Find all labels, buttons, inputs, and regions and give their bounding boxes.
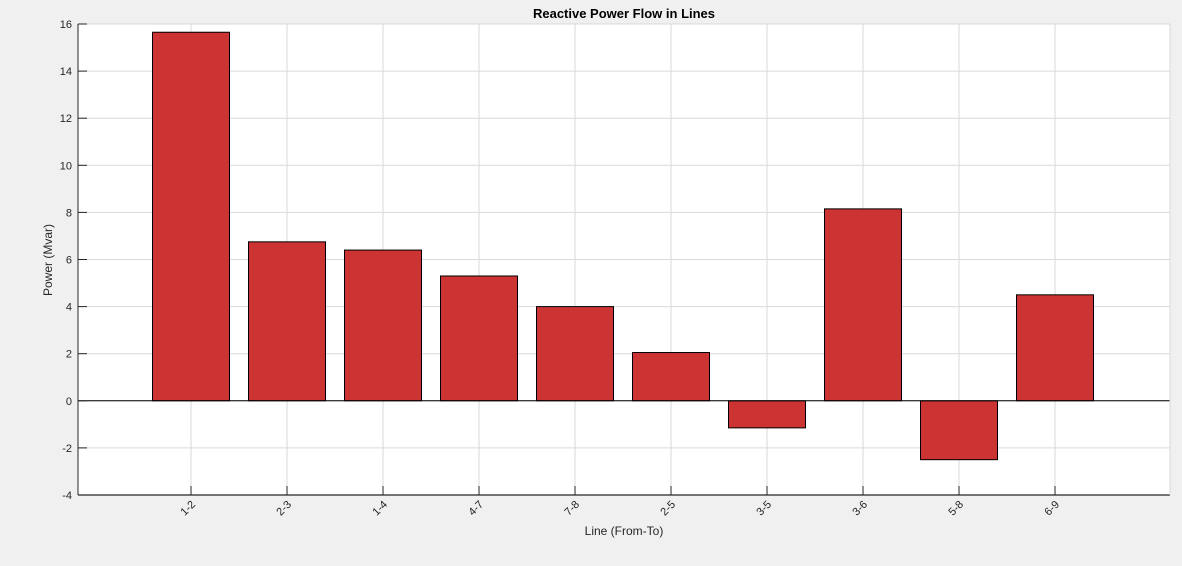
y-tick-label: 6 — [66, 255, 72, 267]
x-tick-label-3-6: 3-6 — [850, 499, 870, 519]
bar-7-8 — [536, 306, 614, 402]
y-tick-label: 2 — [66, 349, 72, 361]
y-tick-label: 8 — [66, 207, 72, 219]
y-tick-label: 0 — [66, 396, 72, 408]
bar-6-9 — [1016, 294, 1094, 402]
bar-1-2 — [152, 31, 230, 402]
y-tick-label: 16 — [60, 19, 72, 31]
y-tick-label: 4 — [66, 302, 72, 314]
x-tick-label-7-8: 7-8 — [562, 499, 582, 519]
bar-3-5 — [728, 400, 806, 429]
y-tick-label: 10 — [60, 160, 72, 172]
x-tick-label-2-3: 2-3 — [274, 499, 294, 519]
x-axis-label: Line (From-To) — [585, 524, 664, 538]
bar-3-6 — [824, 208, 902, 402]
x-tick-label-2-5: 2-5 — [658, 499, 678, 519]
bar-2-5 — [632, 352, 710, 402]
y-tick-label: 12 — [60, 113, 72, 125]
x-tick-label-5-8: 5-8 — [946, 499, 966, 519]
y-tick-label: -4 — [62, 490, 72, 502]
bar-5-8 — [920, 400, 998, 461]
x-tick-label-1-2: 1-2 — [178, 499, 198, 519]
y-axis-ticks: -4 -2 0 2 4 6 8 10 12 14 16 — [60, 19, 87, 502]
y-tick-label: 14 — [60, 66, 72, 78]
x-tick-label-1-4: 1-4 — [370, 499, 390, 519]
bar-4-7 — [440, 275, 518, 402]
y-axis-label: Power (Mvar) — [41, 224, 55, 296]
chart-title: Reactive Power Flow in Lines — [533, 6, 715, 21]
x-tick-label-4-7: 4-7 — [466, 499, 486, 519]
bar-1-4 — [344, 249, 422, 402]
x-tick-label-3-5: 3-5 — [754, 499, 774, 519]
x-tick-label-6-9: 6-9 — [1042, 499, 1062, 519]
y-tick-label: -2 — [62, 443, 72, 455]
bars — [152, 31, 1094, 461]
bar-2-3 — [248, 241, 326, 402]
